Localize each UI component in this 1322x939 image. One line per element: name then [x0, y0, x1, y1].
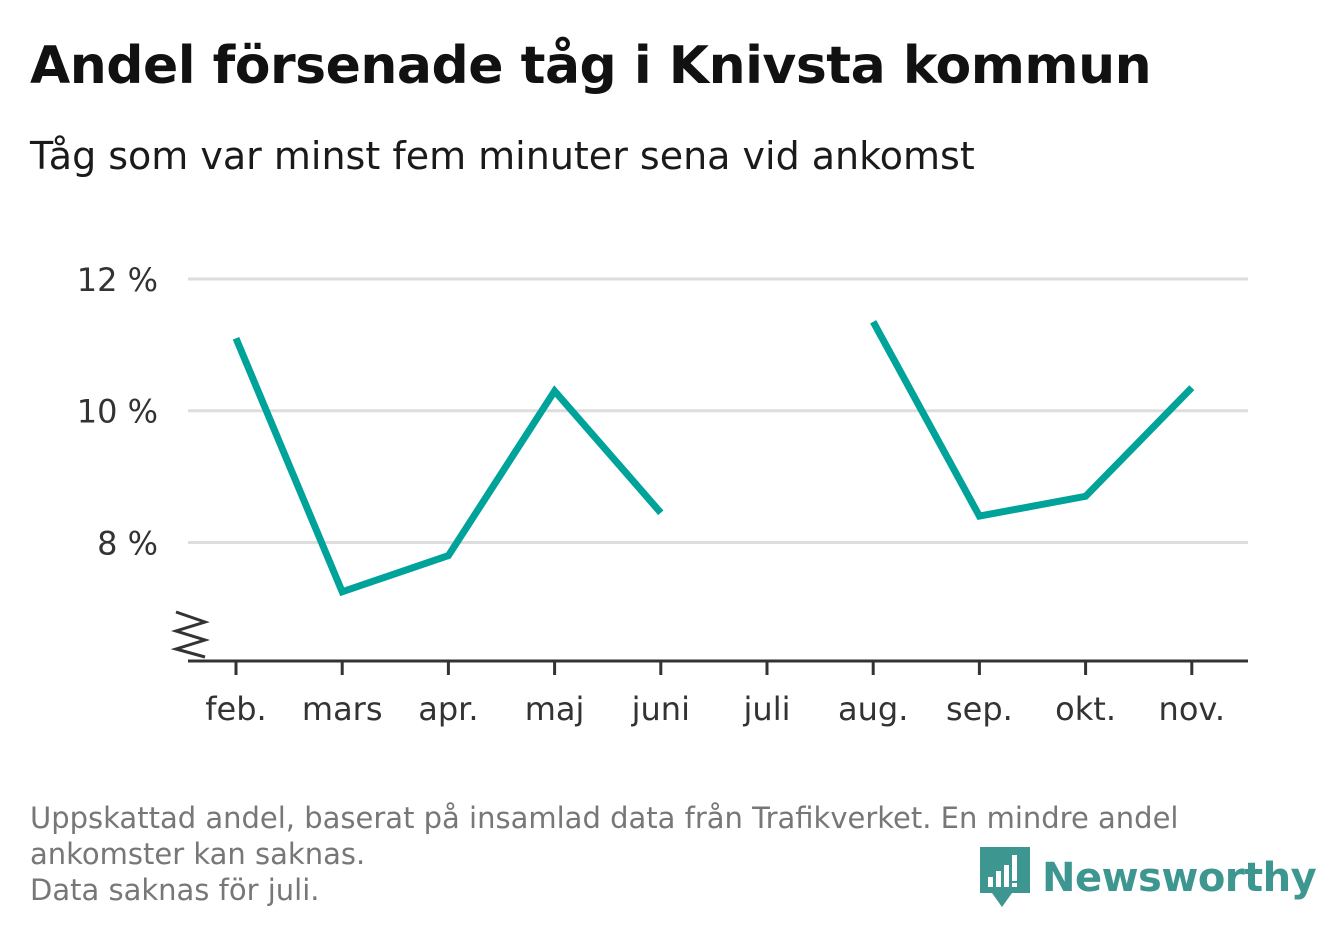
x-tick-label: feb.	[205, 690, 266, 728]
x-tick-label: aug.	[838, 690, 908, 728]
newsworthy-logo: Newsworthy	[980, 847, 1317, 908]
line-chart: 12 % 10 % 8 % feb. mars apr. maj juni juli aug. s…	[77, 261, 1248, 728]
footer-note-line-1: Uppskattad andel, baserat på insamlad da…	[30, 801, 1179, 835]
y-tick-label: 12 %	[77, 261, 158, 299]
series-line-segment	[870, 320, 1195, 521]
chart-title: Andel försenade tåg i Knivsta kommun	[30, 36, 1152, 96]
y-tick-label: 8 %	[97, 524, 158, 562]
y-axis-break-icon	[170, 610, 211, 659]
x-tick-label: maj	[525, 690, 585, 728]
x-tick-label: mars	[302, 690, 383, 728]
y-tick-label: 10 %	[77, 393, 158, 431]
newsworthy-logo-icon	[980, 847, 1030, 907]
footer-note-line-3: Data saknas för juli.	[30, 873, 320, 907]
x-tick-label: nov.	[1159, 690, 1225, 728]
gridlines	[188, 277, 1248, 544]
x-tick-label: juni	[631, 690, 690, 728]
x-tick-label: sep.	[946, 690, 1013, 728]
series-line-segment	[232, 336, 664, 597]
y-axis-ticks: 12 % 10 % 8 %	[77, 261, 158, 562]
newsworthy-logo-text: Newsworthy	[1042, 855, 1317, 901]
footer-note: Uppskattad andel, baserat på insamlad da…	[30, 800, 1280, 908]
footer-note-line-2: ankomster kan saknas.	[30, 837, 366, 871]
x-tick-label: okt.	[1055, 690, 1116, 728]
x-tick-label: apr.	[418, 690, 478, 728]
x-axis-ticks: feb. mars apr. maj juni juli aug. sep. okt. nov.	[205, 661, 1225, 728]
series-lines	[232, 320, 1195, 597]
x-tick-label: juli	[743, 690, 791, 728]
chart-subtitle: Tåg som var minst fem minuter sena vid a…	[30, 134, 975, 178]
